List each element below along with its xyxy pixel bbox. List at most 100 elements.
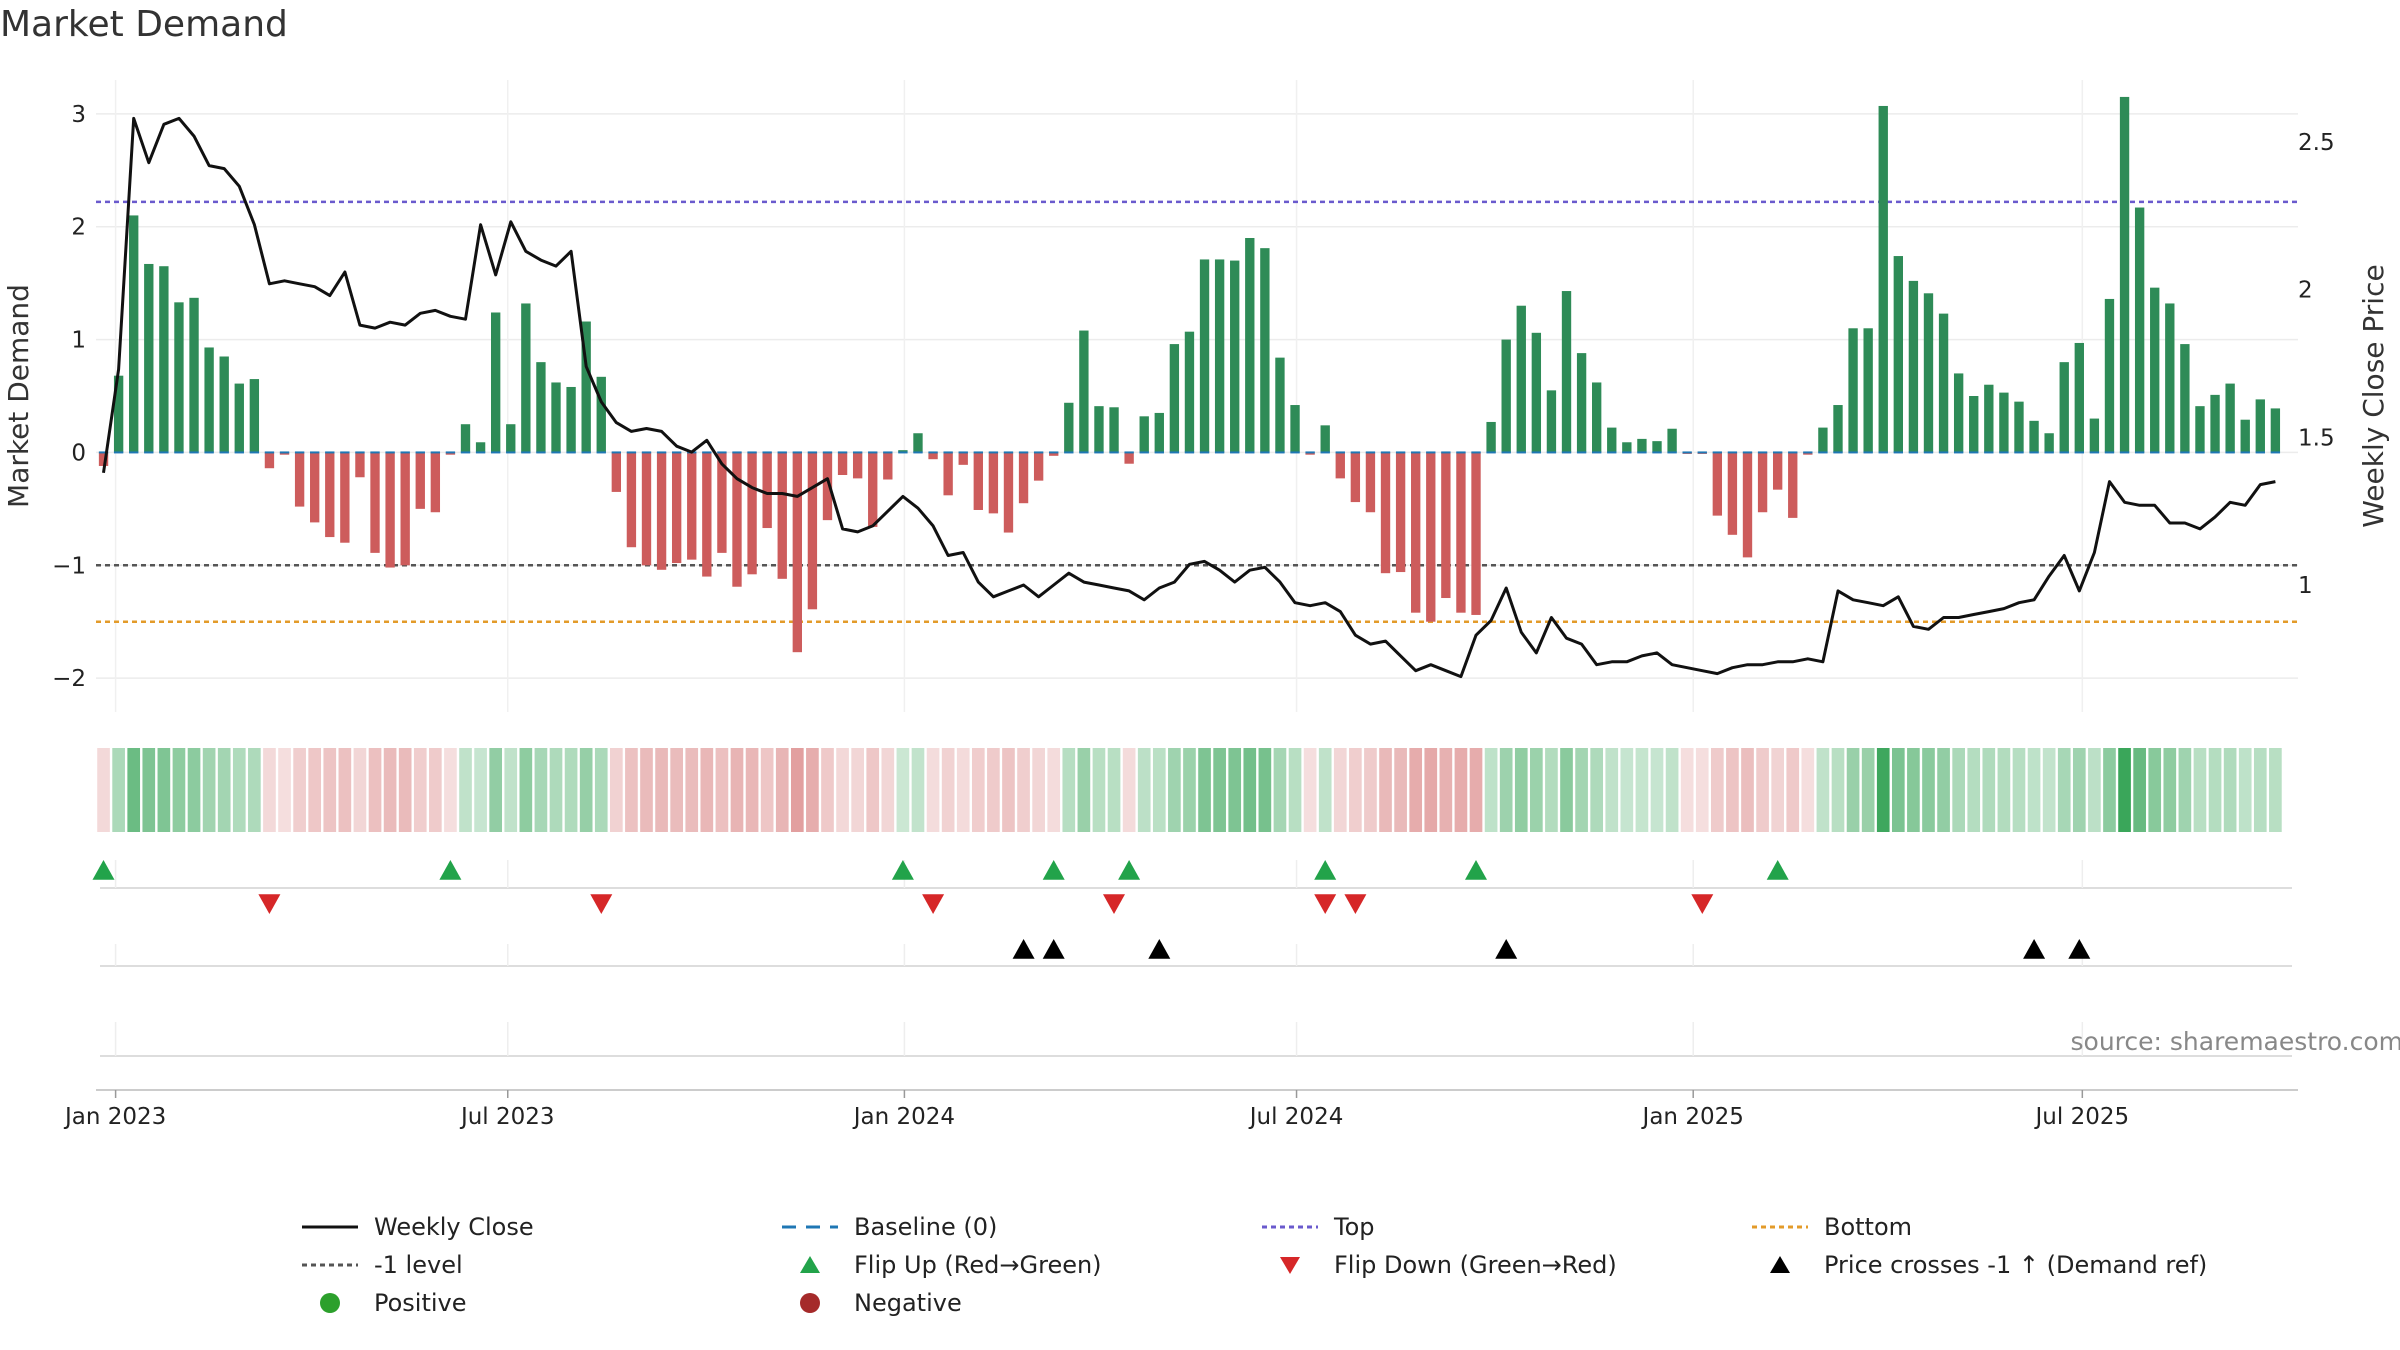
positive-bar <box>1064 402 1074 453</box>
y-tick-label: −2 <box>52 666 86 692</box>
heat-cell <box>1756 748 1769 832</box>
negative-bar <box>626 452 637 548</box>
positive-bar <box>2029 420 2039 453</box>
negative-bar <box>928 452 938 460</box>
positive-bar <box>1516 305 1526 453</box>
positive-bar <box>536 362 546 453</box>
positive-bar <box>2225 383 2235 453</box>
positive-bar <box>204 347 214 453</box>
negative-bar <box>822 452 833 521</box>
flip-down-marker <box>1103 894 1125 914</box>
negative-bar <box>385 452 395 568</box>
positive-bar <box>2074 342 2084 453</box>
heat-cell <box>1002 748 1015 832</box>
legend-swatch <box>320 1293 340 1313</box>
positive-bar <box>1848 328 1858 453</box>
heat-cell <box>549 748 563 832</box>
negative-bar <box>837 452 848 475</box>
legend-swatch <box>1752 1225 1808 1229</box>
heat-cell <box>655 748 668 832</box>
positive-bar <box>1622 442 1632 453</box>
positive-bar <box>1908 280 1919 453</box>
negative-bar <box>641 452 652 566</box>
heat-cell <box>956 748 970 832</box>
heat-cell <box>700 748 714 832</box>
heat-cell <box>2208 748 2222 832</box>
negative-bar <box>868 452 878 527</box>
positive-bar <box>491 312 501 453</box>
legend-circle <box>320 1293 340 1313</box>
negative-bar <box>656 452 667 570</box>
weekly-close-line <box>102 116 2276 679</box>
positive-bar <box>460 424 471 453</box>
heat-cell <box>444 748 457 832</box>
heat-cell <box>1922 748 1935 832</box>
heat-cell <box>1273 748 1287 832</box>
price-cross-marker <box>1148 939 1171 959</box>
negative-bar <box>1757 452 1768 513</box>
heat-cell <box>2269 748 2282 832</box>
heat-cell <box>1741 748 1754 832</box>
signal-panels <box>92 860 2292 1057</box>
heat-cell <box>1967 748 1981 832</box>
positive-bar <box>2089 418 2100 453</box>
heat-cell <box>836 748 849 832</box>
positive-bar <box>596 376 606 453</box>
legend-swatch <box>800 1293 820 1313</box>
heat-cell <box>881 748 895 832</box>
heat-cell <box>2042 748 2056 832</box>
heat-cell <box>2012 748 2026 832</box>
heat-cell <box>851 748 864 832</box>
heat-cell <box>1122 748 1136 832</box>
reference-lines <box>96 200 2298 623</box>
heat-cell <box>1243 748 1257 832</box>
flip-up-marker <box>1766 860 1789 880</box>
legend-triangle-down <box>1280 1257 1300 1274</box>
heat-cell <box>127 748 141 832</box>
heat-cell <box>353 748 367 832</box>
positive-bar <box>2059 362 2069 453</box>
y-tick-label: 3 <box>71 102 86 128</box>
price-cross-marker <box>1042 939 1065 959</box>
heat-cell <box>821 748 834 832</box>
heat-cell <box>971 748 985 832</box>
negative-bar <box>1803 452 1813 455</box>
flip-down-marker <box>258 894 281 914</box>
heat-cell <box>97 748 110 832</box>
heat-cell <box>1891 748 1905 832</box>
negative-bar <box>1788 452 1798 518</box>
heat-cell <box>1198 748 1211 832</box>
heat-cell <box>1816 748 1830 832</box>
negative-bar <box>1365 452 1376 513</box>
positive-bar <box>1154 412 1164 453</box>
legend-swatch <box>1280 1257 1300 1274</box>
legend-label: Baseline (0) <box>854 1213 998 1241</box>
heat-cell <box>1288 748 1302 832</box>
heat-cell <box>1454 748 1468 832</box>
heat-cell <box>187 748 201 832</box>
heat-cell <box>1680 748 1694 832</box>
heat-cell <box>1846 748 1860 832</box>
heat-cell <box>715 748 729 832</box>
heat-cell <box>1303 748 1317 832</box>
negative-bar <box>732 452 742 587</box>
positive-bar <box>1923 293 1934 453</box>
x-tick-label: Jul 2025 <box>2034 1104 2130 1130</box>
demand-bars <box>98 96 2281 653</box>
legend-item: Negative <box>780 1284 962 1322</box>
price-cross-marker <box>1012 939 1035 959</box>
positive-bar <box>249 379 260 453</box>
flip-down-marker <box>590 894 613 914</box>
heat-cell <box>670 748 683 832</box>
negative-bar <box>1305 452 1315 455</box>
negative-bar <box>807 452 818 610</box>
negative-bar <box>943 452 953 496</box>
y2-tick-label: 1 <box>2298 573 2313 599</box>
heat-cell <box>1062 748 1076 832</box>
heat-cell <box>1394 748 1407 832</box>
y2-tick-label: 2.5 <box>2298 130 2335 156</box>
heat-cell <box>1530 748 1543 832</box>
positive-bar <box>1637 438 1647 453</box>
heat-cell <box>911 748 925 832</box>
positive-bar <box>1079 330 1089 453</box>
